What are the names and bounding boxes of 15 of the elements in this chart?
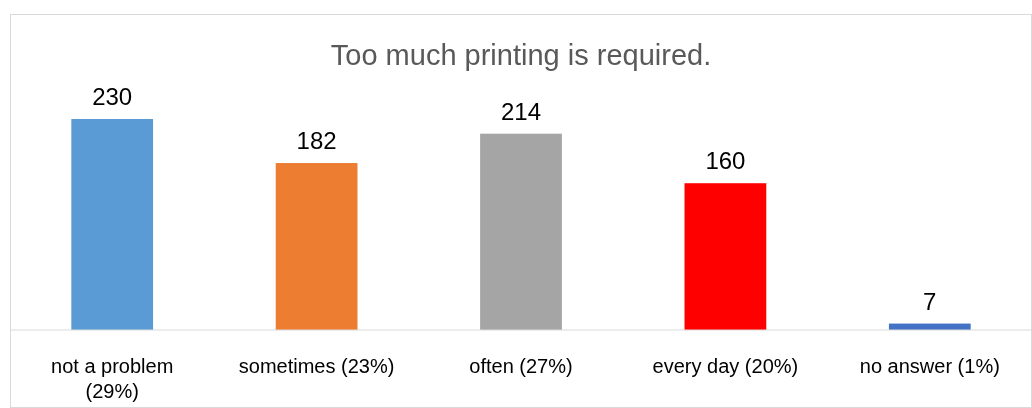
- data-label: 160: [705, 147, 746, 175]
- bar: [684, 183, 767, 330]
- x-tick-label: sometimes (23%): [238, 355, 395, 377]
- bar: [480, 133, 562, 330]
- x-tick-label: not a problem (29%): [51, 355, 174, 402]
- data-label: 230: [92, 83, 133, 110]
- bar: [275, 163, 358, 330]
- x-tick-label: often (27%): [469, 355, 573, 377]
- x-tick-label: every day (20%): [652, 355, 799, 377]
- bar: [71, 119, 154, 330]
- data-label: 214: [500, 97, 542, 125]
- data-label: 7: [923, 287, 937, 315]
- chart-title: Too much printing is required.: [330, 39, 712, 71]
- data-label: 182: [296, 127, 337, 155]
- x-tick-label: no answer (1%): [859, 355, 1000, 377]
